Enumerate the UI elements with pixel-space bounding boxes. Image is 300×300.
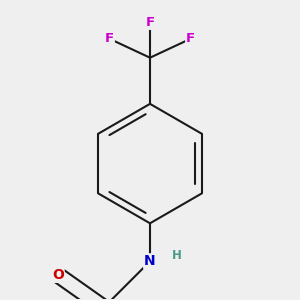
Text: F: F <box>146 16 154 29</box>
Text: F: F <box>186 32 195 45</box>
Text: F: F <box>105 32 114 45</box>
Text: O: O <box>52 268 64 282</box>
Text: N: N <box>144 254 156 268</box>
Text: H: H <box>172 249 182 262</box>
